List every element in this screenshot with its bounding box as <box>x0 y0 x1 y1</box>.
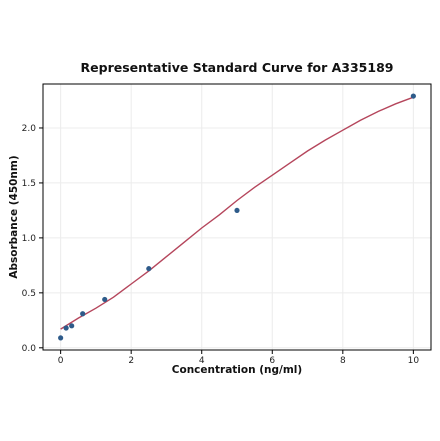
x-tick-label: 6 <box>269 356 275 366</box>
x-tick-label: 8 <box>340 356 346 366</box>
fit-curve-line <box>60 96 414 330</box>
y-tick-label: 1.0 <box>22 234 37 244</box>
chart-title: Representative Standard Curve for A33518… <box>81 60 394 75</box>
y-axis-title: Absorbance (450nm) <box>8 155 20 278</box>
data-point <box>102 296 108 303</box>
data-point <box>58 335 64 341</box>
x-axis-ticks: 0 2 4 6 8 10 <box>58 350 420 366</box>
x-axis-title: Concentration (ng/ml) <box>172 364 302 376</box>
fit-curve-layer <box>60 96 414 330</box>
grid-lines <box>43 84 431 350</box>
x-tick-label: 2 <box>128 356 134 366</box>
data-point <box>80 311 86 317</box>
data-point <box>410 93 416 99</box>
data-point <box>146 266 152 272</box>
x-tick-label: 4 <box>199 356 205 366</box>
y-tick-label: 2.0 <box>22 124 37 134</box>
y-tick-label: 1.5 <box>22 179 36 189</box>
data-point <box>63 325 69 331</box>
y-tick-label: 0.5 <box>22 289 36 299</box>
data-points-layer <box>58 93 416 341</box>
y-tick-label: 0.0 <box>22 344 37 354</box>
data-point <box>69 323 75 329</box>
x-tick-label: 10 <box>408 356 420 366</box>
y-axis-ticks: 0.0 0.5 1.0 1.5 2.0 <box>22 124 43 354</box>
x-tick-label: 0 <box>58 356 64 366</box>
data-point <box>234 207 240 214</box>
plot-area-frame <box>42 83 432 351</box>
